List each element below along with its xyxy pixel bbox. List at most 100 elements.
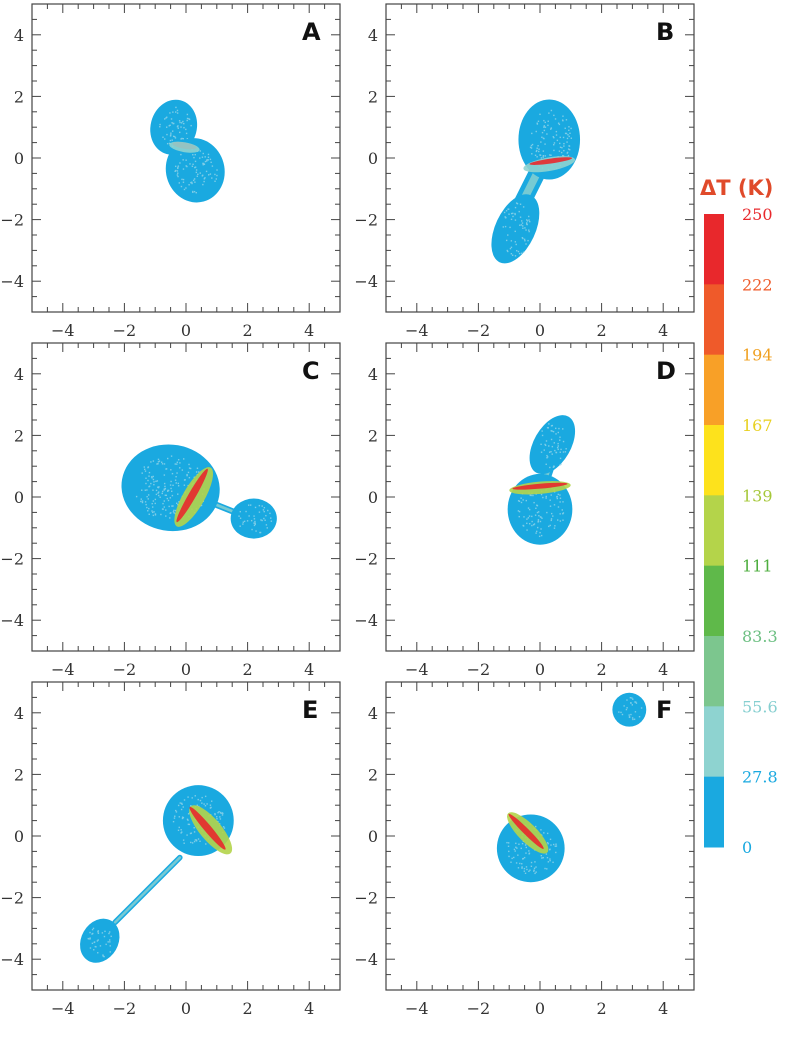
x-tick-label: −4: [51, 999, 75, 1018]
x-tick-label: 0: [535, 660, 545, 679]
y-tick-label: 2: [368, 765, 378, 784]
colorbar-label: 27.8: [742, 768, 778, 787]
panel-label: B: [656, 18, 674, 46]
panel-F: −4 −2 0 2 4 −4 −2 0 2 4 F: [354, 681, 695, 1018]
colorbar-label: 167: [742, 416, 773, 435]
ticks: [31, 342, 341, 652]
y-tick-label: 2: [14, 87, 24, 106]
panel-label: C: [302, 357, 320, 385]
y-tick-label: 0: [14, 488, 24, 507]
colorbar-segment: [704, 354, 724, 426]
y-tick-label: −2: [354, 889, 378, 908]
x-tick-label: −2: [113, 660, 137, 679]
colorbar-label: 83.3: [742, 627, 778, 646]
colorbar-segment: [704, 425, 724, 496]
x-tick-label: −4: [405, 999, 429, 1018]
speckle: [174, 148, 218, 194]
heated-region: [508, 813, 544, 849]
ticks: [385, 3, 695, 313]
colorbar-label: 222: [742, 275, 773, 294]
speckle: [238, 504, 273, 534]
panel-content: [80, 785, 234, 963]
x-tick-label: 0: [181, 660, 191, 679]
x-tick-label: 0: [535, 999, 545, 1018]
x-tick-label: 2: [243, 660, 253, 679]
x-tick-label: −2: [113, 321, 137, 340]
panel-content: [121, 444, 277, 539]
y-tick-label: 2: [14, 426, 24, 445]
x-tick-label: 4: [658, 660, 668, 679]
panel-content: [150, 99, 225, 203]
y-tick-label: 0: [368, 488, 378, 507]
y-tick-label: 4: [368, 704, 378, 723]
y-tick-label: −2: [0, 550, 24, 569]
y-tick-label: −2: [0, 211, 24, 230]
y-tick-label: 0: [14, 827, 24, 846]
ticks: [385, 342, 695, 652]
colorbar-segment: [704, 214, 724, 285]
colorbar-segment: [704, 495, 724, 567]
y-tick-label: −2: [354, 211, 378, 230]
star-primary: [496, 814, 565, 883]
y-tick-label: 4: [368, 26, 378, 45]
y-tick-label: −4: [354, 950, 378, 969]
colorbar-label: 139: [742, 486, 773, 505]
y-tick-label: −4: [354, 611, 378, 630]
x-tick-label: −4: [405, 660, 429, 679]
colorbar-segment: [704, 776, 724, 848]
colorbar-segment: [704, 565, 724, 637]
x-tick-label: 2: [597, 999, 607, 1018]
speckle: [540, 423, 567, 469]
panel-B: −4 −2 0 2 4 −4 −2 0 2 4 B: [354, 3, 695, 340]
colorbar-segment: [704, 706, 724, 778]
colorbar-segment: [704, 636, 724, 707]
x-tick-label: −4: [51, 321, 75, 340]
x-tick-label: 2: [597, 321, 607, 340]
speckle: [618, 697, 643, 721]
x-tick-label: −2: [467, 660, 491, 679]
colorbar-label: 111: [742, 557, 773, 576]
y-tick-label: 0: [368, 827, 378, 846]
x-tick-label: 0: [181, 999, 191, 1018]
x-tick-label: −4: [405, 321, 429, 340]
x-tick-label: 4: [658, 999, 668, 1018]
panel-content: [491, 99, 581, 264]
panel-label: E: [302, 696, 318, 724]
panel-E: −4 −2 0 2 4 −4 −2 0 2 4 E: [0, 681, 341, 1018]
x-tick-label: 0: [535, 321, 545, 340]
colorbar-title: ΔT (K): [700, 176, 773, 200]
y-tick-label: −4: [354, 272, 378, 291]
star-secondary: [612, 692, 647, 727]
heated-region: [189, 806, 226, 850]
x-tick-label: −2: [467, 999, 491, 1018]
x-tick-label: 4: [304, 999, 314, 1018]
x-tick-label: −2: [467, 321, 491, 340]
y-tick-label: 4: [14, 704, 24, 723]
ticks: [385, 681, 695, 991]
y-tick-label: 0: [368, 149, 378, 168]
x-tick-label: −4: [51, 660, 75, 679]
speckle: [502, 202, 531, 257]
ticks: [31, 3, 341, 313]
colorbar-label: 194: [742, 346, 773, 365]
y-tick-label: −2: [354, 550, 378, 569]
panel-label: D: [656, 357, 676, 385]
y-tick-label: 4: [368, 365, 378, 384]
x-tick-label: 2: [597, 660, 607, 679]
y-tick-label: 2: [368, 426, 378, 445]
speckle: [87, 927, 112, 958]
ticks: [31, 681, 341, 991]
y-tick-label: −4: [0, 272, 24, 291]
y-tick-label: −4: [0, 950, 24, 969]
panel-C: −4 −2 0 2 4 −4 −2 0 2 4 C: [0, 342, 341, 679]
y-tick-label: 0: [14, 149, 24, 168]
panel-A: −4 −2 0 2 4 −4 −2 0 2 4 A: [0, 3, 341, 340]
y-tick-label: −4: [0, 611, 24, 630]
mass-stream-core: [113, 856, 182, 924]
colorbar-label: 0: [742, 838, 752, 857]
heated-region: [512, 482, 568, 490]
y-tick-label: −2: [0, 889, 24, 908]
panel-content: [507, 415, 576, 545]
colorbar-label: 250: [742, 205, 773, 224]
